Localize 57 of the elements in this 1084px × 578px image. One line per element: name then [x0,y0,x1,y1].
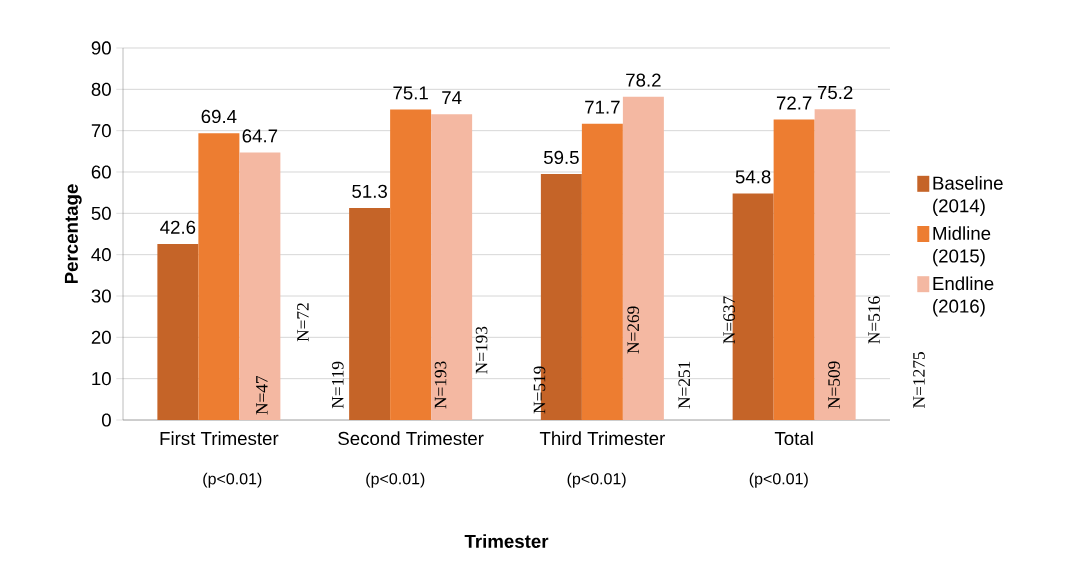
annotation: N=193 [475,326,488,374]
y-tick-label: 0 [101,413,111,427]
data-label: 59.5 [543,150,579,165]
text: (p<0.01) [366,472,425,488]
text: (p<0.01) [203,472,262,488]
data-label: 74 [442,91,462,105]
y-tick-label: 70 [91,124,111,138]
annotation: N=72 [297,303,309,342]
bar [198,133,240,420]
data-label: 69.4 [201,109,237,124]
y-tick-label: 80 [91,82,111,96]
text: (p<0.01) [749,472,808,488]
y-tick-label: 10 [92,372,111,386]
data-label: 78.2 [626,73,661,87]
bar [390,109,432,420]
annotation: N=47 [256,375,268,415]
bar [814,109,856,420]
bar [773,119,815,420]
annotation: N=637 [723,296,735,344]
annotation: N=519 [533,366,546,414]
annotation: N=269 [627,306,640,354]
data-label: 75.2 [817,85,853,100]
y-tick-label: 30 [91,289,111,303]
y-axis-title: Percentage [64,184,82,284]
y-tick-label: 20 [91,330,111,344]
data-label: 72.7 [776,96,812,110]
x-tick-label: Third Trimester [539,431,665,446]
annotation: N=251 [678,361,691,409]
bar [622,96,664,420]
annotation: N=516 [868,296,880,344]
x-tick-label: Total [774,431,813,446]
legend-label: Endline (2016) [933,276,994,317]
legend-label: Midline (2015) [933,226,991,267]
data-label: 51.3 [352,184,387,198]
bar [581,123,623,420]
annotation: N=193 [434,361,447,409]
text: (p<0.01) [567,472,626,488]
data-label: 54.8 [735,170,771,184]
legend-label: Baseline (2014) [933,176,1003,217]
y-tick-label: 40 [91,248,111,262]
data-label: 42.6 [160,220,196,234]
bar [239,152,281,420]
text: N=1275 [913,352,925,408]
y-tick-label: 60 [91,165,111,179]
x-tick-label: Second Trimester [338,431,484,446]
y-tick-label: 90 [91,41,111,55]
annotation: N=119 [331,361,344,409]
x-tick-label: First Trimester [160,431,279,446]
data-label: 75.1 [393,86,428,100]
bar [157,243,199,420]
annotation: N=509 [828,361,840,409]
data-label: 64.7 [242,129,278,143]
x-axis-title: Trimester [464,534,549,548]
bar [349,207,391,420]
data-label: 71.7 [585,100,620,114]
bar [431,114,473,420]
y-tick-label: 50 [91,206,111,220]
